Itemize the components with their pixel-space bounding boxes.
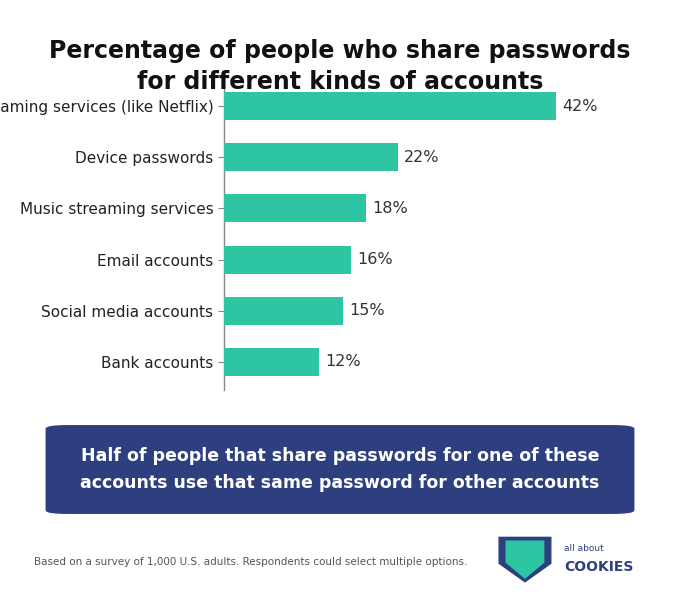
Text: Based on a survey of 1,000 U.S. adults. Respondents could select multiple option: Based on a survey of 1,000 U.S. adults. … (34, 557, 467, 567)
Bar (224, 245, 351, 274)
Text: Percentage of people who share passwords
for different kinds of accounts: Percentage of people who share passwords… (49, 39, 631, 94)
Bar (224, 348, 319, 376)
Text: 12%: 12% (325, 355, 361, 370)
Text: 22%: 22% (404, 150, 440, 165)
Bar (224, 296, 343, 325)
Text: COOKIES: COOKIES (564, 560, 633, 574)
Text: 15%: 15% (349, 303, 385, 318)
PathPatch shape (498, 536, 551, 583)
PathPatch shape (505, 541, 545, 579)
Text: 18%: 18% (373, 201, 409, 216)
Bar (224, 143, 398, 172)
Text: Half of people that share passwords for one of these
accounts use that same pass: Half of people that share passwords for … (80, 448, 600, 492)
Text: 42%: 42% (562, 98, 598, 113)
Bar (224, 92, 556, 120)
Bar (224, 194, 367, 223)
FancyBboxPatch shape (46, 426, 634, 513)
Text: all about: all about (564, 544, 604, 553)
Text: 16%: 16% (357, 252, 392, 267)
